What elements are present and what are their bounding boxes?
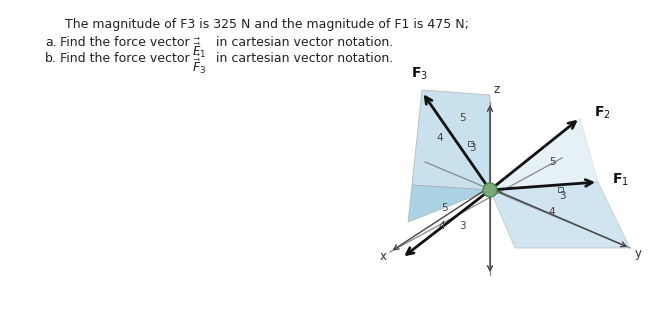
Text: $\vec{\vec{F}}_3$: $\vec{\vec{F}}_3$ — [192, 52, 206, 76]
Text: $\mathbf{F}_3$: $\mathbf{F}_3$ — [411, 66, 428, 82]
Text: 4: 4 — [437, 133, 443, 143]
Text: 5: 5 — [441, 203, 447, 213]
Text: 3: 3 — [559, 191, 565, 201]
Text: 4: 4 — [549, 207, 555, 217]
Text: 3: 3 — [469, 143, 476, 153]
Circle shape — [483, 183, 497, 197]
Text: in cartesian vector notation.: in cartesian vector notation. — [212, 36, 393, 49]
Text: Find the force vector: Find the force vector — [60, 36, 194, 49]
Text: $\vec{\vec{F}}_1$: $\vec{\vec{F}}_1$ — [192, 36, 206, 60]
Text: in cartesian vector notation.: in cartesian vector notation. — [212, 52, 393, 65]
Text: 4: 4 — [439, 221, 445, 231]
Text: 5: 5 — [549, 157, 555, 167]
Polygon shape — [408, 185, 490, 222]
Text: a.: a. — [45, 36, 57, 49]
Text: The magnitude of F3 is 325 N and the magnitude of F1 is 475 N;: The magnitude of F3 is 325 N and the mag… — [65, 18, 469, 31]
Text: Find the force vector: Find the force vector — [60, 52, 194, 65]
Text: $\mathbf{F}_2$: $\mathbf{F}_2$ — [594, 105, 611, 121]
Polygon shape — [412, 90, 490, 190]
Text: 3: 3 — [458, 221, 465, 231]
Text: b.: b. — [45, 52, 57, 65]
Text: 5: 5 — [458, 113, 465, 123]
Text: y: y — [635, 247, 642, 260]
Text: x: x — [380, 250, 387, 263]
Text: $\mathbf{F}_1$: $\mathbf{F}_1$ — [612, 172, 629, 188]
Polygon shape — [490, 182, 630, 248]
Polygon shape — [490, 118, 598, 190]
Text: z: z — [494, 83, 500, 96]
